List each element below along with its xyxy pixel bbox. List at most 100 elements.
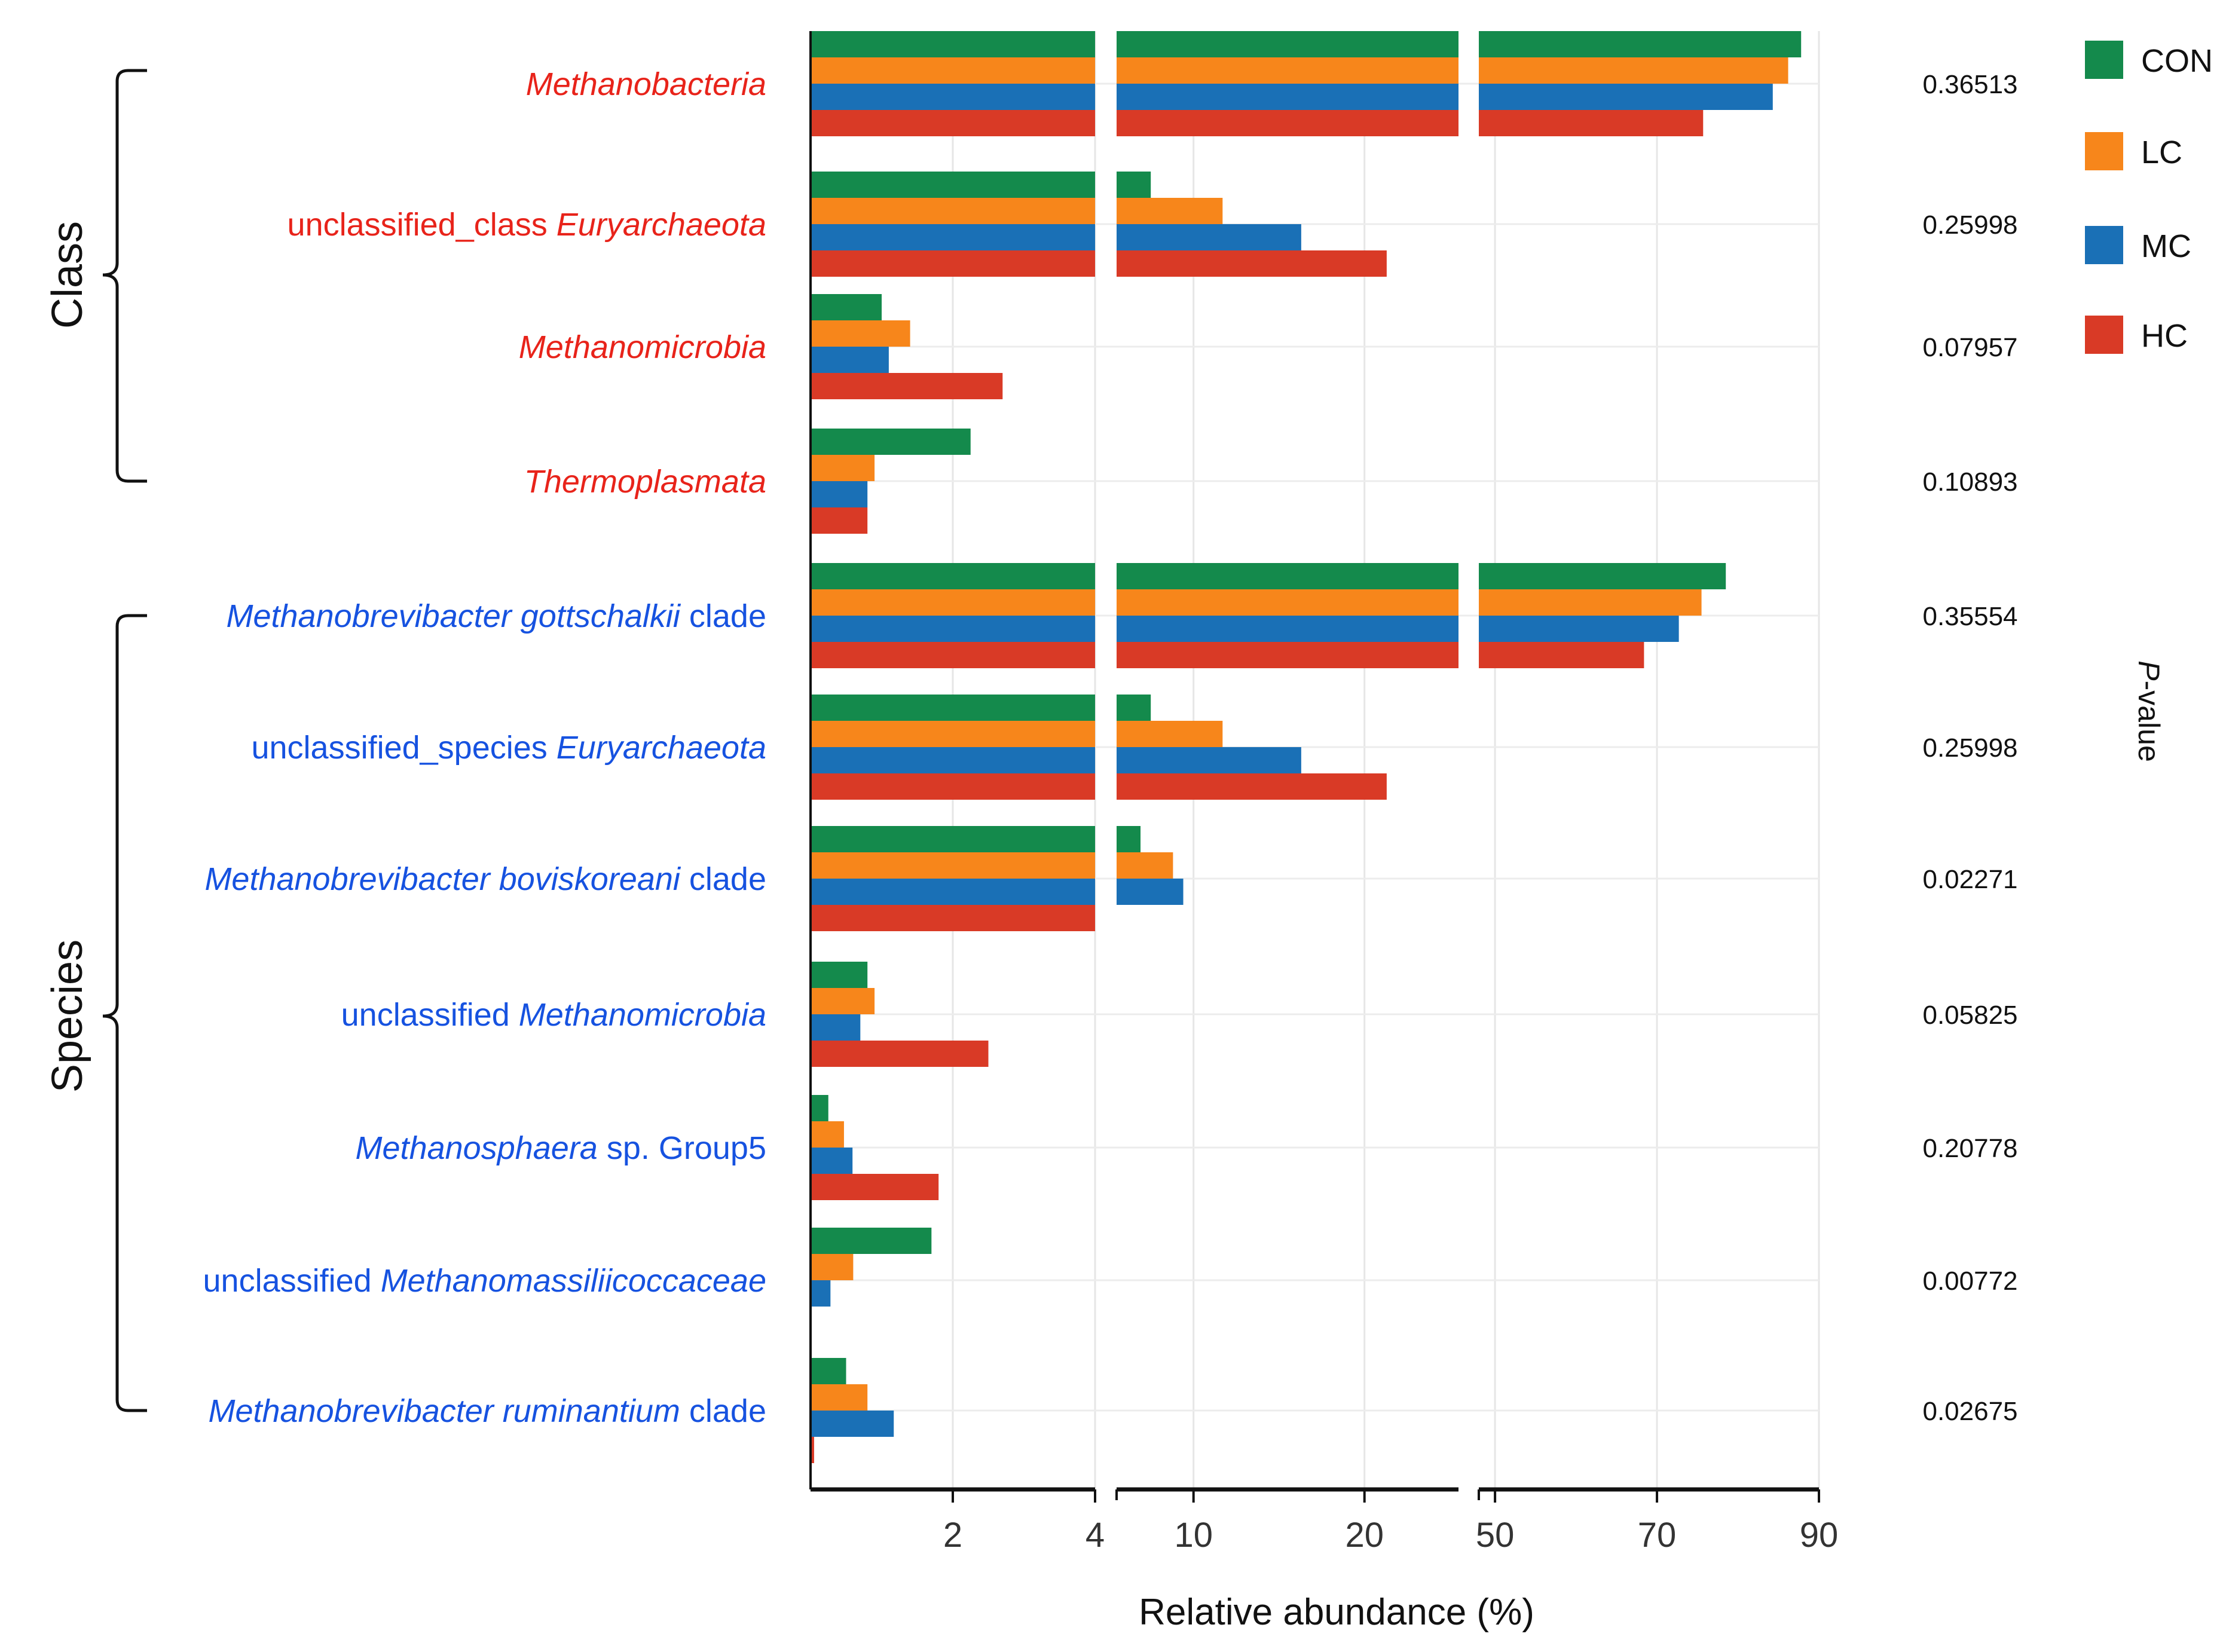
bar-con — [811, 172, 1095, 198]
group-label: Class — [44, 221, 91, 329]
bar-hc — [1117, 110, 1458, 136]
bar-lc — [1117, 589, 1458, 616]
category-label: Methanobacteria — [526, 66, 766, 102]
bar-mc — [1117, 616, 1458, 642]
x-tick-label: 20 — [1345, 1516, 1384, 1555]
category-label: Thermoplasmata — [524, 464, 766, 500]
legend-swatch — [2085, 41, 2123, 79]
bar-lc — [811, 589, 1095, 616]
bar-hc — [1479, 642, 1644, 668]
bar-con — [1117, 31, 1458, 57]
bar-hc — [811, 773, 1095, 800]
bar-lc — [811, 1254, 854, 1280]
p-value: 0.10893 — [1922, 467, 2017, 497]
bar-mc — [1479, 84, 1773, 110]
bar-con — [811, 31, 1095, 57]
bar-lc — [1117, 721, 1223, 747]
bar-lc — [1479, 57, 1788, 84]
legend: CON LC MC HC — [2085, 41, 2213, 354]
x-axis: 2 4 10 20 50 70 90 — [809, 31, 1839, 1555]
bar-lc — [1117, 57, 1458, 84]
bar-mc — [811, 879, 1095, 905]
bar-mc — [811, 1280, 831, 1307]
bar-mc — [811, 1014, 861, 1041]
p-value: 0.07957 — [1922, 333, 2017, 362]
category-label: Methanobrevibacter gottschalkii clade — [226, 598, 766, 634]
bar-lc — [811, 721, 1095, 747]
bar-con — [1117, 563, 1458, 589]
category-label: Methanobrevibacter boviskoreani clade — [204, 861, 766, 897]
x-tick-label: 2 — [943, 1516, 962, 1555]
bar-mc — [811, 224, 1095, 250]
bar-hc — [811, 373, 1003, 399]
x-tick-label: 4 — [1086, 1516, 1105, 1555]
bar-lc — [1117, 198, 1223, 224]
bar-con — [811, 1358, 846, 1384]
p-value: 0.20778 — [1922, 1134, 2017, 1163]
bar-hc — [1117, 642, 1458, 668]
bar-hc — [811, 1174, 939, 1200]
p-value: 0.02675 — [1922, 1397, 2017, 1426]
category-label: unclassified_class Euryarchaeota — [288, 207, 766, 243]
bar-hc — [811, 110, 1095, 136]
bar-mc — [811, 84, 1095, 110]
bar-mc — [811, 347, 889, 373]
bar-con — [1117, 826, 1141, 852]
bar-hc — [811, 507, 868, 534]
bar-hc — [811, 905, 1095, 931]
x-tick-label: 10 — [1174, 1516, 1213, 1555]
group-bracket — [102, 614, 147, 1412]
category-labels: Methanobacteria unclassified_class Euryar… — [203, 66, 766, 1429]
legend-label: CON — [2141, 43, 2213, 79]
bar-lc — [811, 57, 1095, 84]
bar-con — [811, 962, 868, 988]
bar-con — [811, 695, 1095, 721]
p-value: 0.02271 — [1922, 865, 2017, 894]
bar-mc — [1479, 616, 1679, 642]
x-tick-label: 70 — [1638, 1516, 1677, 1555]
legend-swatch — [2085, 226, 2123, 264]
bar-hc — [811, 1437, 814, 1463]
p-value: 0.00772 — [1922, 1266, 2017, 1296]
bar-con — [811, 1228, 932, 1254]
bar-con — [811, 563, 1095, 589]
bar-con — [1479, 563, 1726, 589]
bar-mc — [1117, 879, 1184, 905]
category-label: Methanosphaera sp. Group5 — [356, 1130, 766, 1166]
legend-swatch — [2085, 132, 2123, 170]
bar-hc — [1117, 250, 1387, 277]
bar-mc — [1117, 747, 1301, 773]
p-value: 0.36513 — [1922, 70, 2017, 99]
group-label: Species — [44, 940, 91, 1093]
bar-lc — [811, 852, 1095, 879]
x-tick-label: 90 — [1800, 1516, 1839, 1555]
bar-lc — [811, 320, 910, 347]
category-label: unclassified_species Euryarchaeota — [251, 730, 766, 766]
bar-lc — [811, 1121, 844, 1148]
p-value: 0.35554 — [1922, 602, 2017, 631]
x-tick-label: 50 — [1476, 1516, 1515, 1555]
bar-con — [811, 826, 1095, 852]
bar-hc — [1479, 110, 1704, 136]
bar-con — [1117, 172, 1151, 198]
category-label: Methanobrevibacter ruminantium clade — [209, 1393, 767, 1429]
bar-hc — [811, 1041, 989, 1067]
category-label: unclassified Methanomicrobia — [341, 997, 766, 1033]
bar-mc — [1117, 84, 1458, 110]
p-value: 0.05825 — [1922, 1001, 2017, 1030]
category-label: unclassified Methanomassiliicoccaceae — [203, 1263, 766, 1299]
bar-con — [811, 1095, 828, 1121]
bar-con — [811, 429, 971, 455]
bar-mc — [811, 616, 1095, 642]
bars — [811, 31, 1802, 1463]
bar-lc — [811, 988, 875, 1014]
bar-lc — [811, 1384, 868, 1411]
p-values: 0.36513 0.25998 0.07957 0.10893 0.35554 0.259… — [1922, 70, 2017, 1426]
category-label: Methanomicrobia — [519, 329, 766, 365]
bar-con — [811, 294, 882, 320]
bar-hc — [811, 642, 1095, 668]
bar-hc — [1117, 773, 1387, 800]
bar-mc — [811, 747, 1095, 773]
legend-label: MC — [2141, 228, 2191, 264]
p-value: 0.25998 — [1922, 733, 2017, 763]
